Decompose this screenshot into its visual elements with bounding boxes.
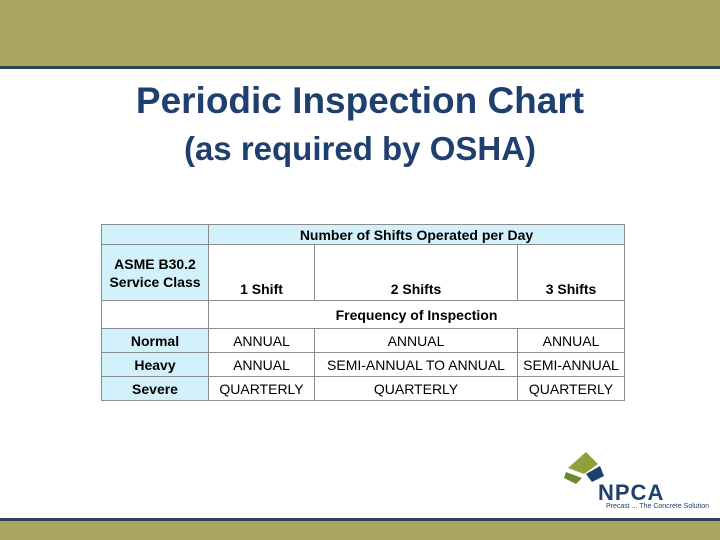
logo-name: NPCA <box>598 480 665 505</box>
service-class-header-line1: ASME B30.2 <box>114 255 196 272</box>
service-class-header-line2: Service Class <box>109 273 201 290</box>
header-band <box>0 0 720 66</box>
table-cell: ANNUAL <box>208 352 315 377</box>
table-cell: ANNUAL <box>208 328 315 353</box>
table-cell: QUARTERLY <box>314 376 518 401</box>
service-class-normal: Normal <box>101 328 209 353</box>
inspection-table: Number of Shifts Operated per Day ASME B… <box>101 224 626 401</box>
shift-header-2: 2 Shifts <box>314 244 518 301</box>
header-rule <box>0 66 720 69</box>
table-cell: SEMI-ANNUAL <box>516 352 626 377</box>
table-cell: ANNUAL <box>314 328 518 353</box>
shift-header-3: 3 Shifts <box>516 244 626 301</box>
slide-subtitle: (as required by OSHA) <box>183 130 537 167</box>
table-cell: ANNUAL <box>516 328 626 353</box>
footer-rule <box>0 518 720 521</box>
table-cell: QUARTERLY <box>208 376 315 401</box>
table-cell: SEMI-ANNUAL TO ANNUAL <box>314 352 518 377</box>
table-row: Heavy ANNUAL SEMI-ANNUAL TO ANNUAL SEMI-… <box>101 352 626 377</box>
service-class-header: ASME B30.2 Service Class <box>101 244 209 301</box>
shifts-group-header: Number of Shifts Operated per Day <box>207 224 626 245</box>
service-class-severe: Severe <box>101 376 209 401</box>
logo-tagline: Precast ... The Concrete Solution <box>606 503 709 510</box>
slide-title: Periodic Inspection Chart <box>135 80 585 121</box>
table-row: Severe QUARTERLY QUARTERLY QUARTERLY <box>101 376 626 401</box>
frequency-header: Frequency of Inspection <box>207 300 626 329</box>
table-cell: QUARTERLY <box>516 376 626 401</box>
shift-header-1: 1 Shift <box>208 244 315 301</box>
footer-band <box>0 521 720 540</box>
blank-frequency-cell <box>101 300 209 329</box>
service-class-heavy: Heavy <box>101 352 209 377</box>
table-row: Normal ANNUAL ANNUAL ANNUAL <box>101 328 626 353</box>
npca-logo-icon <box>564 452 604 484</box>
blank-corner-cell <box>101 224 209 245</box>
